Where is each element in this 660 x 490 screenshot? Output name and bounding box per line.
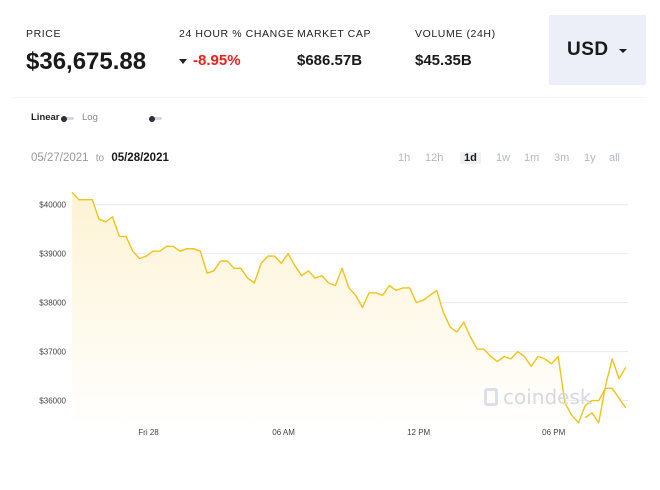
change-label: 24 HOUR % CHANGE <box>179 28 295 40</box>
x-tick-label: 06 PM <box>542 428 565 437</box>
price-line <box>71 191 627 424</box>
price-stat: PRICE $36,675.88 <box>26 28 146 76</box>
market-cap-stat: MARKET CAP $686.57B <box>297 28 371 69</box>
scale-linear-label[interactable]: Linear <box>31 112 60 123</box>
y-tick-label: $38000 <box>39 299 66 308</box>
price-label: PRICE <box>26 28 62 40</box>
volume-value: $45.35B <box>415 52 472 69</box>
price-area-fill <box>72 192 626 430</box>
scale-log-label[interactable]: Log <box>82 112 98 123</box>
y-tick-label: $40000 <box>39 201 66 210</box>
coindesk-logo-icon <box>484 388 498 406</box>
caret-down-icon <box>619 49 627 53</box>
currency-value: USD <box>567 39 609 60</box>
range-12h[interactable]: 12h <box>425 152 444 164</box>
price-value: $36,675.88 <box>26 48 147 75</box>
change-value: -8.95% <box>193 52 241 69</box>
change-value-row: -8.95% <box>179 52 294 69</box>
market-cap-value: $686.57B <box>297 52 363 69</box>
down-arrow-icon <box>179 58 187 64</box>
chart-option-toggle[interactable] <box>149 115 162 122</box>
scale-toggle-switch[interactable] <box>61 115 74 122</box>
y-axis-ticks: $36000 $37000 $38000 $39000 $40000 <box>39 201 66 406</box>
change-stat: 24 HOUR % CHANGE -8.95% <box>179 28 294 69</box>
currency-select[interactable]: USD <box>549 15 646 85</box>
range-1w[interactable]: 1w <box>496 152 511 164</box>
volume-label: VOLUME (24H) <box>415 28 496 40</box>
volume-stat: VOLUME (24H) $45.35B <box>415 28 496 69</box>
coindesk-watermark: coindesk <box>503 385 592 409</box>
market-cap-label: MARKET CAP <box>297 28 372 40</box>
y-tick-label: $37000 <box>39 348 66 357</box>
date-from[interactable]: 05/27/2021 <box>31 152 89 164</box>
price-chart[interactable]: $36000 $37000 $38000 $39000 $40000 Fri 28 06 … <box>0 185 660 445</box>
range-1m[interactable]: 1m <box>524 152 540 164</box>
range-1h[interactable]: 1h <box>398 152 411 164</box>
y-tick-label: $39000 <box>39 250 66 259</box>
range-1d[interactable]: 1d <box>460 152 481 164</box>
date-to[interactable]: 05/28/2021 <box>111 152 169 164</box>
divider <box>14 97 646 98</box>
x-tick-label: 06 AM <box>272 428 295 437</box>
y-tick-label: $36000 <box>39 397 66 406</box>
x-axis-ticks: Fri 28 06 AM 12 PM 06 PM <box>138 428 565 437</box>
stats-bar: PRICE $36,675.88 24 HOUR % CHANGE -8.95%… <box>0 0 548 96</box>
date-to-word: to <box>95 153 105 164</box>
price-line-tail <box>584 358 627 424</box>
range-3m[interactable]: 3m <box>554 152 570 164</box>
date-range: 05/27/2021 to 05/28/2021 <box>31 152 169 164</box>
range-1y[interactable]: 1y <box>584 152 596 164</box>
x-tick-label: Fri 28 <box>138 428 159 437</box>
range-all[interactable]: all <box>609 152 621 164</box>
x-tick-label: 12 PM <box>407 428 430 437</box>
